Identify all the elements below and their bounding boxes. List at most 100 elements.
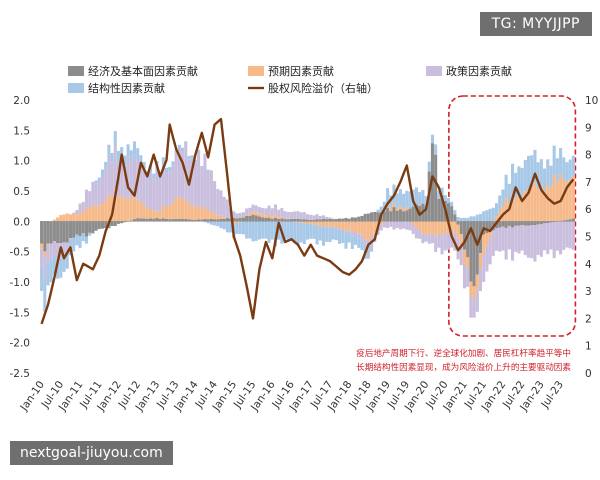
bar xyxy=(152,173,156,180)
bar xyxy=(517,225,521,254)
bar xyxy=(216,188,220,216)
bar xyxy=(315,219,319,222)
bar xyxy=(354,217,358,222)
bar xyxy=(533,221,537,226)
bar xyxy=(434,144,438,155)
bar xyxy=(261,217,265,222)
bar xyxy=(568,179,572,220)
bar xyxy=(132,196,137,220)
bar xyxy=(264,208,268,216)
bar xyxy=(507,221,511,226)
bar xyxy=(462,263,467,289)
bar xyxy=(424,221,428,235)
bar xyxy=(248,213,252,216)
bar xyxy=(94,205,98,222)
bar xyxy=(56,258,60,279)
bar xyxy=(504,227,508,260)
bar xyxy=(430,233,434,244)
bar xyxy=(494,216,499,222)
bar xyxy=(386,204,390,209)
bar xyxy=(475,289,479,312)
bar xyxy=(424,206,428,222)
bar xyxy=(277,217,281,219)
bar xyxy=(366,221,370,240)
bar xyxy=(309,214,313,220)
bar xyxy=(113,189,117,222)
bar xyxy=(184,198,188,219)
bar xyxy=(341,218,345,222)
bar xyxy=(514,225,518,252)
bar xyxy=(209,218,213,222)
bar xyxy=(232,217,236,222)
bar xyxy=(187,219,191,222)
bar xyxy=(546,184,550,222)
bar xyxy=(331,221,335,227)
bar xyxy=(321,227,326,246)
y-left-tick-label: 1.0 xyxy=(13,156,30,168)
y-left-tick-label: -2.0 xyxy=(10,338,31,350)
bar xyxy=(414,187,418,205)
bar xyxy=(386,208,390,222)
bar xyxy=(507,225,511,250)
bar xyxy=(193,159,197,163)
bar xyxy=(168,205,172,220)
bar xyxy=(494,228,499,251)
bar xyxy=(543,168,547,191)
legend-item-1: 经济及基本面因素贡献 xyxy=(68,64,198,78)
bar xyxy=(142,218,146,222)
y-right-tick-label: 5 xyxy=(585,232,592,244)
bar xyxy=(446,198,450,204)
bar xyxy=(254,215,258,222)
bar xyxy=(97,205,101,222)
bar xyxy=(181,219,185,222)
bar xyxy=(559,148,563,175)
bar xyxy=(559,221,563,255)
bar xyxy=(113,131,117,144)
bar xyxy=(206,219,210,222)
bar xyxy=(273,214,278,218)
bar xyxy=(273,221,278,247)
bar xyxy=(530,225,534,259)
bar xyxy=(552,221,556,223)
bar xyxy=(341,230,345,244)
bar xyxy=(514,221,518,226)
bar xyxy=(184,218,188,222)
bar xyxy=(491,230,495,256)
bar xyxy=(283,211,287,219)
bar xyxy=(552,222,556,259)
bar xyxy=(354,221,358,232)
bar xyxy=(52,241,56,256)
bar xyxy=(203,221,207,223)
bar xyxy=(405,210,409,222)
bar xyxy=(354,235,358,245)
bar xyxy=(299,221,303,223)
bar xyxy=(546,159,550,185)
bar xyxy=(527,221,531,226)
bar xyxy=(456,224,460,238)
y-right-tick-label: 4 xyxy=(585,259,592,271)
bar xyxy=(392,203,396,208)
bar xyxy=(488,208,492,222)
bar xyxy=(46,221,50,244)
bar xyxy=(450,201,454,207)
bar xyxy=(139,166,143,203)
bar xyxy=(571,175,575,219)
bar xyxy=(498,227,502,252)
bar xyxy=(49,221,53,244)
bar xyxy=(120,158,124,196)
bar xyxy=(177,218,181,222)
bar xyxy=(123,155,127,166)
legend-swatch xyxy=(248,66,264,76)
bar xyxy=(155,210,159,218)
bar xyxy=(43,251,47,257)
bar xyxy=(235,223,239,234)
bar xyxy=(94,180,98,184)
bar xyxy=(475,274,479,290)
bar xyxy=(379,224,383,231)
bar xyxy=(219,190,223,216)
bar xyxy=(466,221,470,258)
bar xyxy=(302,221,306,224)
bar xyxy=(507,202,511,222)
bar xyxy=(123,221,127,223)
